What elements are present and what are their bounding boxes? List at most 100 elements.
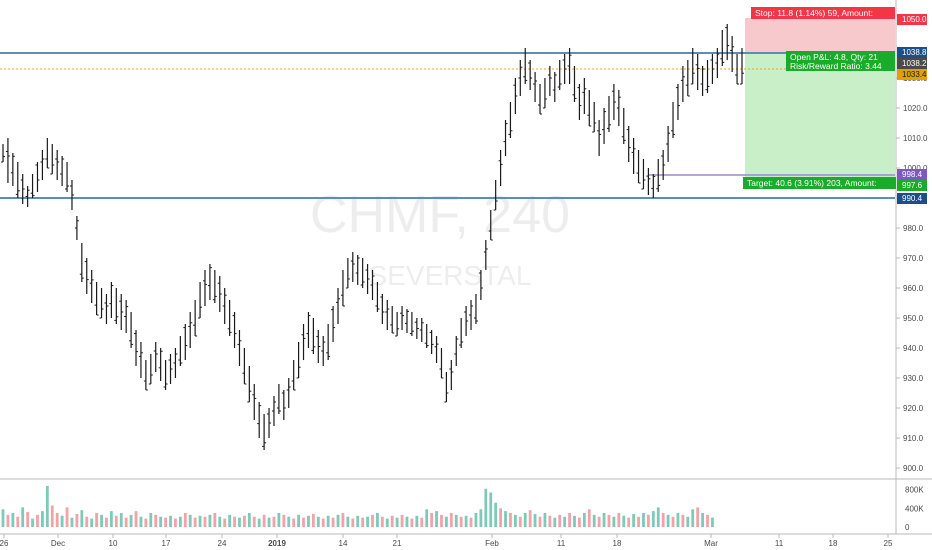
ohlc-bar — [675, 84, 680, 120]
ohlc-bar — [533, 72, 538, 102]
ohlc-bar — [168, 354, 173, 384]
ohlc-bar — [611, 84, 616, 120]
target-annotation-box — [743, 177, 896, 189]
price-tick-label: 1010.0 — [903, 134, 928, 143]
volume-bar — [105, 517, 108, 527]
volume-bar — [400, 514, 404, 527]
ohlc-bar — [345, 258, 350, 289]
ohlc-bar — [247, 366, 252, 403]
avg-price-tag — [897, 169, 927, 180]
ohlc-bar — [597, 120, 602, 156]
volume-bar — [1, 509, 5, 527]
ohlc-bar — [671, 102, 676, 138]
volume-bar — [272, 516, 276, 527]
ohlc-bar — [414, 318, 419, 339]
volume-bar — [607, 514, 611, 527]
avg-price-tag-label: 998.4 — [902, 170, 923, 179]
volume-bar — [656, 507, 660, 527]
time-axis-label: 17 — [162, 539, 171, 548]
volume-bar — [159, 516, 163, 527]
ohlc-bar — [478, 270, 483, 300]
volume-bar — [464, 515, 468, 527]
price-axis[interactable]: 1030.01020.01010.01000.0990.0980.0970.09… — [896, 74, 928, 473]
ohlc-bar — [557, 60, 562, 90]
price-tick-label: 930.0 — [903, 374, 924, 383]
volume-bar — [356, 515, 360, 527]
ohlc-bar — [582, 78, 587, 114]
ohlc-bar — [163, 360, 168, 390]
volume-bar — [415, 515, 419, 527]
ohlc-bar — [79, 243, 84, 282]
ohlc-bar — [148, 354, 153, 385]
volume-bar — [578, 517, 581, 527]
volume-bar — [311, 513, 315, 527]
ohlc-bar — [183, 324, 188, 360]
ohlc-bar — [390, 306, 395, 334]
volume-bar — [622, 515, 626, 527]
ohlc-bar — [350, 252, 355, 282]
volume-bar — [247, 513, 251, 527]
target-price-tag-label: 997.6 — [902, 181, 923, 190]
lower-level-tag-label: 990.4 — [902, 194, 923, 203]
volume-bar — [174, 518, 177, 527]
volume-bar — [366, 516, 369, 527]
volume-bar — [326, 515, 330, 527]
ohlc-bar — [129, 312, 134, 348]
volume-bar — [75, 513, 79, 527]
ohlc-bar — [725, 24, 730, 60]
ohlc-bar — [538, 84, 543, 115]
ohlc-bar — [735, 54, 740, 85]
ohlc-bar — [134, 330, 139, 366]
ohlc-bar — [636, 150, 641, 184]
volume-bar — [341, 513, 345, 527]
volume-bar — [676, 513, 680, 527]
target-zone — [745, 54, 895, 184]
volume-bar — [513, 514, 517, 527]
ohlc-bar — [552, 72, 557, 102]
upper-level-tag-label: 1038.8 — [902, 48, 927, 57]
volume-bar — [395, 517, 399, 527]
ohlc-bars — [1, 24, 744, 450]
volume-bar — [228, 514, 232, 527]
ohlc-bar — [464, 306, 469, 336]
ohlc-bar — [641, 159, 646, 190]
volume-bar — [114, 515, 118, 527]
watermark-name: SEVERSTAL — [369, 260, 532, 291]
volume-bar — [331, 517, 335, 527]
volume-bar — [696, 507, 700, 527]
time-axis[interactable]: 26 Dec 10 17 24 2019 14 21 Feb 11 18 Mar 11 18 25 — [0, 534, 893, 548]
volume-bar — [548, 515, 552, 527]
ohlc-bar — [656, 159, 661, 192]
ohlc-bar — [385, 300, 390, 330]
ohlc-bar — [680, 66, 685, 102]
stop-zone — [745, 18, 895, 54]
volume-bar — [671, 516, 675, 527]
volume-bar — [149, 513, 153, 527]
price-tick-label: 910.0 — [903, 434, 924, 443]
ohlc-bar — [55, 150, 60, 180]
ohlc-bar — [380, 294, 385, 324]
volume-bar — [627, 517, 631, 527]
ohlc-bar — [5, 138, 10, 183]
ohlc-bar — [572, 66, 577, 102]
ohlc-bar — [360, 258, 365, 288]
ohlc-bar — [513, 78, 518, 114]
ohlc-bar — [138, 342, 143, 378]
volume-bar — [11, 513, 15, 527]
price-tick-label: 950.0 — [903, 314, 924, 323]
ohlc-bar — [178, 336, 183, 366]
volume-bar — [336, 514, 340, 527]
volume-bar — [346, 516, 350, 527]
ohlc-bar — [20, 174, 25, 204]
volume-bar — [183, 513, 187, 527]
volume-bar — [661, 513, 665, 527]
volume-bar — [134, 511, 138, 527]
ohlc-bar — [217, 276, 222, 312]
lower-level-tag — [897, 193, 927, 204]
ohlc-bar — [429, 330, 434, 354]
ohlc-bar — [700, 66, 705, 96]
ohlc-bar — [409, 312, 414, 336]
ohlc-bar — [449, 360, 454, 390]
volume-bar — [90, 518, 94, 527]
